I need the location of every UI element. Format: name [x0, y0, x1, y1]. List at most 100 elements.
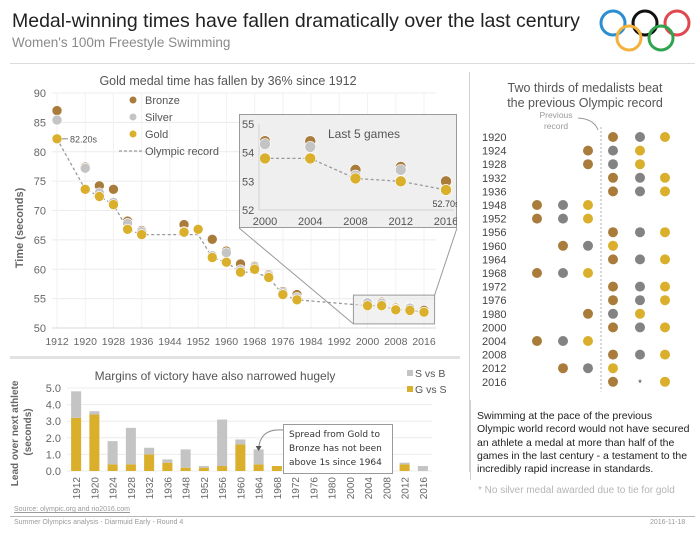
bronze-point: [108, 184, 119, 195]
times-chart-title: Gold medal time has fallen by 36% since …: [99, 74, 356, 88]
bronze-point: [206, 233, 218, 245]
row-year-label: 1924: [482, 146, 506, 158]
gold-point: [221, 256, 232, 268]
bar-g-vs-s: [107, 464, 118, 471]
record-beat-title-line2: the previous Olympic record: [507, 96, 663, 110]
dot-gold-faster: [660, 349, 670, 360]
bar-x-tick-label: 2016: [419, 477, 430, 500]
bar-x-tick-label: 2000: [346, 477, 357, 500]
legend-label-s-vs-b: S vs B: [415, 368, 445, 380]
margins-y-axis-label: Lead over next athlete (seconds): [10, 378, 34, 486]
inset-title: Last 5 games: [328, 127, 400, 141]
bar-g-vs-s: [125, 464, 136, 471]
dot-bronze-faster: [608, 295, 618, 306]
gold-point-zoomed: [404, 305, 416, 316]
dot-gold-faster: [635, 308, 645, 319]
gold-point: [79, 184, 91, 195]
row-year-label: 1928: [482, 159, 506, 171]
legend-label-record: Olympic record: [145, 146, 219, 158]
x-tick-label: 1936: [130, 336, 154, 348]
bar-s-vs-b: [89, 411, 100, 415]
gold-point-zoomed: [390, 304, 402, 316]
inset-y-tick-label: 55: [242, 119, 254, 131]
gold-point-zoomed: [418, 306, 430, 318]
bar-g-vs-s: [217, 466, 228, 471]
dot-silver-faster: [635, 349, 645, 360]
inset-x-tick-label: 2000: [253, 216, 277, 228]
section-divider: [10, 356, 460, 359]
row-year-label: 2008: [482, 350, 506, 362]
inset-gold-point: [394, 175, 407, 188]
margins-y-axis-label-line2: (seconds): [23, 408, 34, 455]
legend-marker-silver: [129, 113, 137, 121]
bar-x-tick-label: 1920: [90, 477, 101, 500]
x-tick-label: 1984: [299, 336, 323, 348]
gold-point: [277, 289, 289, 300]
gold-1912-annotation: 82.20s: [70, 134, 98, 144]
legend-marker-s-vs-b: [407, 370, 413, 376]
legend-label-gold: Gold: [145, 129, 168, 141]
bar-x-tick-label: 1964: [255, 477, 266, 500]
bar-y-tick-label: 2.0: [46, 433, 61, 445]
dot-bronze-slower: [583, 145, 593, 156]
bar-s-vs-b: [107, 441, 118, 465]
dot-bronze-faster: [608, 349, 618, 360]
gold-2016-annotation: 52.70s: [432, 199, 457, 209]
callout-arrowhead: [255, 446, 262, 451]
dot-bronze-slower: [532, 213, 542, 224]
dot-gold-faster: [660, 376, 670, 387]
dot-silver-faster: [635, 172, 645, 183]
y-axis-label: Time (seconds): [14, 187, 26, 268]
dot-silver-slower: [583, 240, 593, 251]
dot-bronze-faster: [608, 322, 618, 333]
inset-gold-point: [304, 152, 317, 165]
footer-credit: Summer Olympics analysis - Diarmuid Earl…: [14, 519, 184, 526]
footer-divider: [10, 516, 695, 517]
side-note: Swimming at the pace of the previous Oly…: [477, 410, 690, 476]
dot-bronze-faster: [608, 281, 618, 292]
x-tick-label: 1952: [186, 336, 210, 348]
bar-g-vs-s: [89, 414, 100, 471]
gold-point: [263, 272, 275, 283]
dot-gold-faster: [660, 254, 670, 265]
record-beat-chart: Two thirds of medalists beat the previou…: [482, 81, 670, 392]
inset-chart: Last 5 games 52 53 54 55 2000 2004 2008 2012 201…: [239, 114, 457, 228]
inset-gold-point: [440, 184, 452, 196]
source-link[interactable]: Source: olympic.org and rio2016.com: [14, 506, 130, 513]
olympic-rings-icon: [599, 9, 691, 52]
row-year-label: 1980: [482, 309, 506, 321]
dot-silver-faster: [635, 132, 645, 142]
y-tick-label: 85: [34, 117, 46, 129]
row-year-label: 1952: [482, 214, 506, 226]
inset-silver-point: [394, 164, 407, 176]
header-divider: [10, 63, 695, 64]
bar-s-vs-b: [144, 447, 155, 455]
bar-x-tick-label: 1968: [273, 477, 284, 500]
bar-g-vs-s: [144, 454, 155, 471]
row-year-label: 1936: [482, 186, 506, 198]
dot-gold-faster: [608, 363, 618, 374]
bar-x-tick-label: 1928: [127, 477, 138, 500]
ring-black: [631, 9, 659, 37]
bar-s-vs-b: [399, 462, 410, 465]
bar-y-tick-label: 3.0: [46, 416, 61, 428]
row-year-label: 1960: [482, 241, 506, 253]
page-subtitle: Women's 100m Freestyle Swimming: [12, 35, 231, 50]
dot-gold-faster: [660, 172, 670, 183]
row-year-label: 2004: [482, 336, 506, 348]
callout-arrow: [258, 429, 284, 449]
inset-y-tick-label: 54: [242, 148, 254, 160]
inset-gold-point: [259, 152, 271, 165]
bar-s-vs-b: [217, 419, 228, 467]
bronze-point: [51, 105, 63, 116]
bar-x-tick-label: 1924: [109, 477, 120, 500]
dot-bronze-slower: [583, 159, 593, 170]
tie-asterisk: *: [638, 378, 642, 388]
bar-x-tick-label: 1932: [145, 477, 156, 500]
previous-record-arrow: [577, 117, 599, 131]
x-tick-label: 1944: [158, 336, 182, 348]
dot-gold-faster: [635, 145, 645, 156]
footer-date: 2016-11-18: [650, 519, 686, 526]
dot-gold-slower: [583, 268, 593, 278]
gold-point: [249, 263, 260, 275]
